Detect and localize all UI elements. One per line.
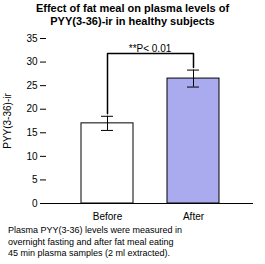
svg-text:15: 15: [26, 127, 38, 138]
html-text:Plasma PYY(3-36) levels were m: Plasma PYY(3-36) levels were measured in…: [8, 225, 183, 258]
svg-text:Before: Before: [93, 211, 123, 222]
html-text:Effect of fat meal on plasma l: Effect of fat meal on plasma levels of P…: [35, 2, 230, 28]
svg-text:**P< 0.01: **P< 0.01: [129, 43, 172, 54]
svg-text:20: 20: [26, 104, 38, 115]
svg-text:25: 25: [26, 80, 38, 91]
svg-text:PYY(3-36)-ir: PYY(3-36)-ir: [2, 93, 13, 149]
svg-text:0: 0: [32, 198, 38, 209]
svg-text:After: After: [183, 211, 205, 222]
svg-text:5: 5: [32, 175, 38, 186]
svg-text:10: 10: [26, 151, 38, 162]
svg-text:30: 30: [26, 57, 38, 68]
svg-text:35: 35: [26, 33, 38, 44]
